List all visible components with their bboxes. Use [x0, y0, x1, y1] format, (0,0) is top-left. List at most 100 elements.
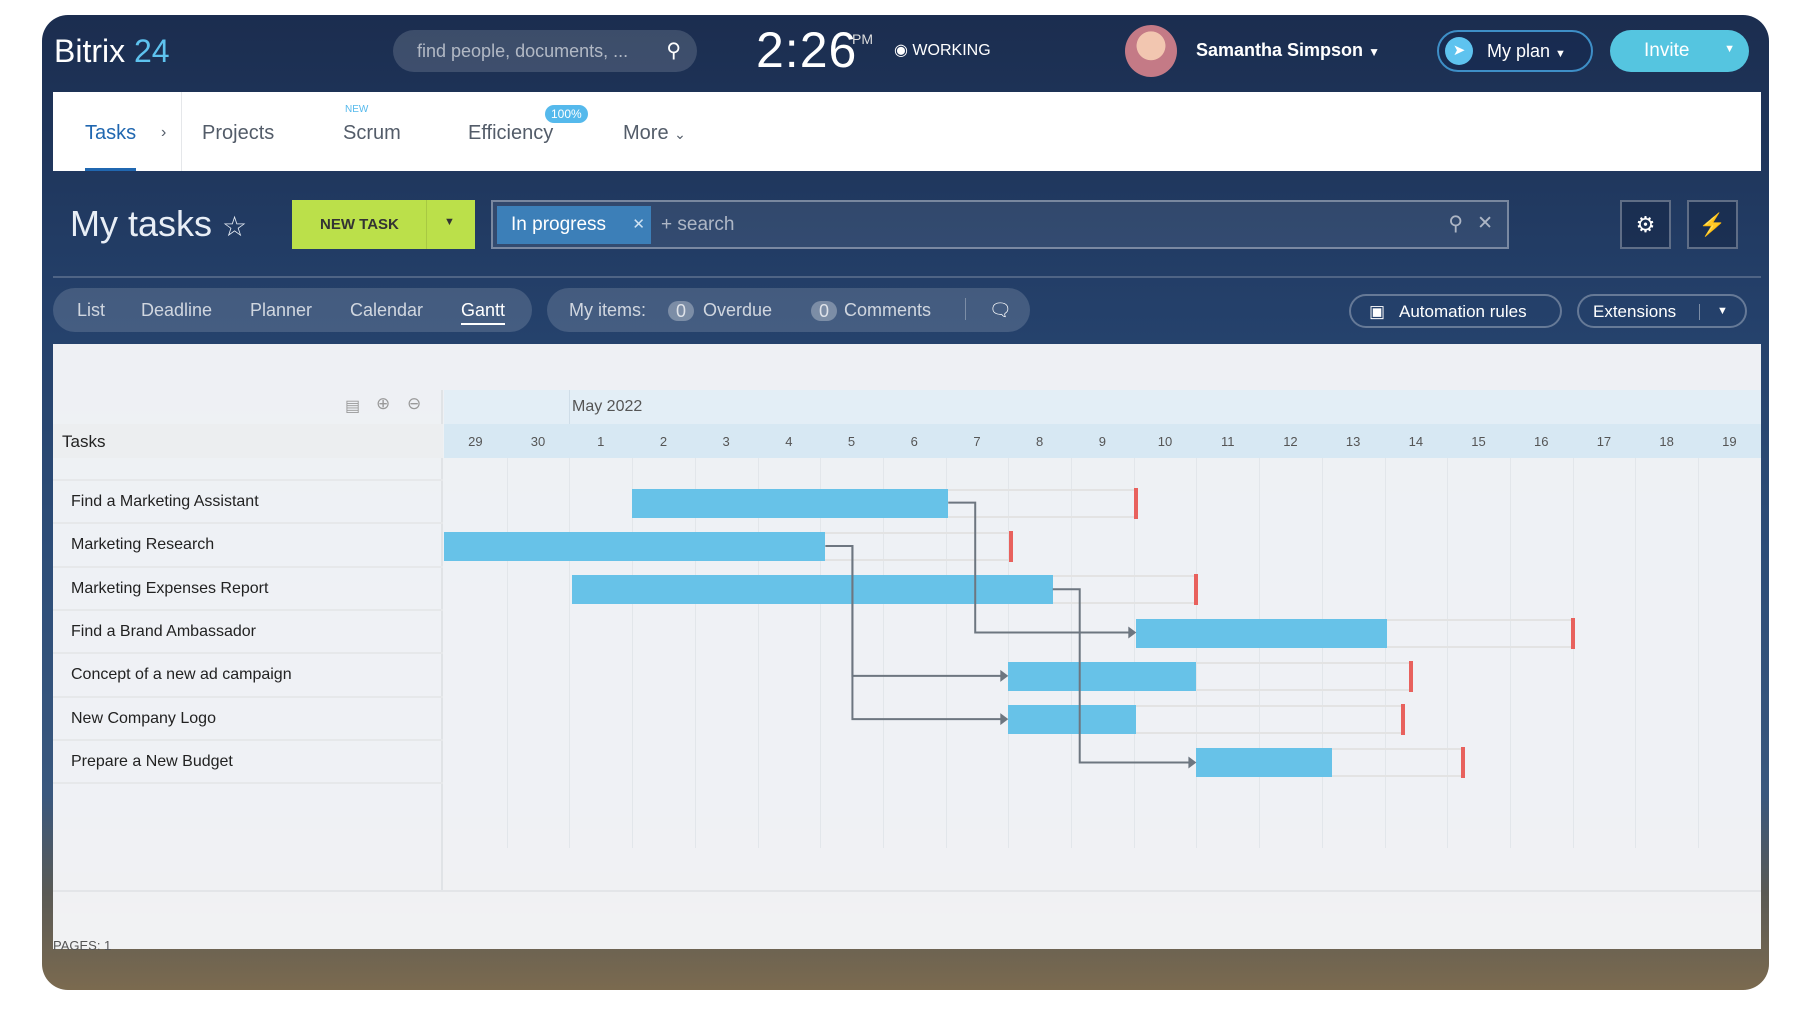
pages-label: PAGES: 1	[53, 938, 112, 953]
task-row-1[interactable]: Find a Marketing Assistant	[71, 493, 259, 510]
user-menu[interactable]: Samantha Simpson ▼	[1196, 40, 1380, 61]
day-label: 12	[1283, 434, 1298, 449]
search-icon[interactable]: ⚲	[1448, 213, 1463, 235]
task-row-4[interactable]: Find a Brand Ambassador	[71, 622, 256, 640]
grid-line	[569, 458, 571, 848]
day-label: 13	[1345, 434, 1361, 449]
chevron-down-icon[interactable]: ▼	[444, 216, 455, 228]
zoom-in-icon[interactable]: ⊕	[376, 394, 391, 413]
overdue-filter[interactable]: Overdue	[703, 300, 773, 320]
grid-line	[1008, 458, 1010, 848]
task-bar[interactable]	[1008, 705, 1137, 735]
tab-tasks[interactable]: Tasks	[85, 122, 137, 171]
deadline-marker[interactable]	[1570, 617, 1575, 649]
view-switcher: List Deadline Planner Calendar Gantt	[53, 288, 532, 332]
chat-icon[interactable]: 🗨	[989, 300, 1012, 320]
task-bar[interactable]	[1136, 618, 1388, 648]
tab-more[interactable]: More ⌄	[623, 122, 686, 145]
avatar[interactable]	[1125, 25, 1177, 77]
tab-scrum[interactable]: Scrum NEW	[343, 104, 401, 145]
row-divider	[53, 608, 443, 611]
day-label: 14	[1408, 434, 1424, 449]
record-icon: ◉	[894, 42, 908, 59]
task-bar[interactable]	[1008, 661, 1197, 691]
grid-line	[757, 458, 759, 848]
comments-count: 0	[811, 301, 837, 321]
grid-line	[694, 458, 696, 848]
task-bar[interactable]	[444, 531, 826, 561]
close-icon[interactable]: ✕	[632, 216, 645, 233]
task-bar[interactable]	[632, 488, 949, 518]
day-label: 11	[1220, 434, 1235, 449]
tab-efficiency[interactable]: Efficiency	[468, 122, 554, 144]
tab-projects[interactable]: Projects	[202, 122, 275, 144]
my-plan-button[interactable]: ➤ My plan ▼	[1437, 30, 1593, 72]
dependency-link	[948, 501, 1131, 634]
day-label: 29	[468, 434, 483, 449]
task-row-5[interactable]: Concept of a new ad campaign	[71, 666, 292, 684]
print-icon[interactable]: ▤	[345, 398, 361, 415]
task-row-6[interactable]: New Company Logo	[71, 709, 216, 727]
grid-line	[820, 458, 822, 848]
view-calendar[interactable]: Calendar	[350, 300, 424, 320]
task-bar[interactable]	[572, 575, 1053, 605]
footer-divider	[53, 890, 1761, 892]
extensions-button[interactable]: Extensions ▼	[1577, 294, 1747, 328]
task-row-7[interactable]: Prepare a New Budget	[71, 752, 233, 770]
tab-label: Scrum	[343, 122, 401, 144]
settings-button[interactable]: ⚙	[1620, 200, 1671, 249]
filter-tag-in-progress[interactable]: In progress ✕	[497, 206, 651, 244]
day-label: 15	[1471, 434, 1486, 449]
deadline-marker[interactable]	[1460, 747, 1465, 779]
deadline-marker[interactable]	[1194, 574, 1199, 606]
task-row-3[interactable]: Marketing Expenses Report	[71, 579, 269, 597]
view-planner[interactable]: Planner	[250, 300, 313, 320]
search-icon[interactable]: ⚲	[666, 40, 681, 62]
task-bar[interactable]	[1196, 748, 1333, 778]
invite-button[interactable]: Invite ▼	[1610, 30, 1749, 72]
arrowhead-icon	[1000, 669, 1009, 682]
global-search-input[interactable]: find people, documents, ... ⚲	[393, 30, 697, 72]
work-status[interactable]: ◉ WORKING	[894, 40, 991, 60]
day-label: 5	[847, 434, 856, 449]
automation-rules-button[interactable]: ▣ Automation rules	[1349, 294, 1562, 328]
day-label: 17	[1596, 434, 1612, 449]
chevron-down-icon[interactable]: ▼	[1717, 305, 1728, 317]
deadline-marker[interactable]	[1400, 704, 1405, 736]
deadline-marker[interactable]	[1408, 660, 1413, 692]
zoom-out-icon[interactable]: ⊖	[407, 394, 422, 413]
separator	[965, 298, 966, 320]
separator	[1699, 304, 1700, 320]
quick-actions-button[interactable]: ⚡	[1687, 200, 1738, 249]
deadline-marker[interactable]	[1134, 487, 1139, 519]
logo[interactable]: Bitrix 24	[54, 33, 170, 70]
deadline-marker[interactable]	[1008, 530, 1013, 562]
task-row-2[interactable]: Marketing Research	[71, 536, 215, 554]
view-deadline[interactable]: Deadline	[141, 300, 213, 320]
row-divider	[53, 565, 443, 568]
dependency-link	[1052, 588, 1191, 764]
arrowhead-icon	[1128, 626, 1137, 639]
comments-filter[interactable]: Comments	[844, 300, 932, 320]
new-task-button[interactable]: NEW TASK ▼	[292, 200, 475, 249]
my-items-label: My items:	[569, 300, 647, 320]
filter-search-input[interactable]: In progress ✕ + search ⚲ ✕	[491, 200, 1509, 249]
active-tab-underline	[85, 168, 137, 171]
overdue-count: 0	[668, 301, 694, 321]
logo-number: 24	[134, 33, 170, 69]
star-icon[interactable]: ☆	[222, 211, 248, 242]
row-divider	[53, 522, 443, 525]
day-header: 29 30 1 2 3 4 5 6 7 8 9 10 11 12 13 14 15 16 17 18 19	[444, 424, 1761, 458]
month-label: May 2022	[572, 398, 643, 415]
view-gantt[interactable]: Gantt	[461, 300, 506, 325]
view-list[interactable]: List	[77, 300, 106, 320]
row-divider	[53, 479, 443, 481]
logo-text: Bitrix	[54, 33, 126, 69]
grid-line	[945, 458, 947, 848]
tab-label: More	[623, 122, 669, 144]
chevron-down-icon: ▼	[1555, 48, 1566, 60]
chevron-down-icon[interactable]: ▼	[1724, 43, 1735, 55]
close-icon[interactable]: ✕	[1477, 213, 1493, 234]
button-divider	[426, 200, 427, 249]
grid-line	[1447, 458, 1449, 848]
